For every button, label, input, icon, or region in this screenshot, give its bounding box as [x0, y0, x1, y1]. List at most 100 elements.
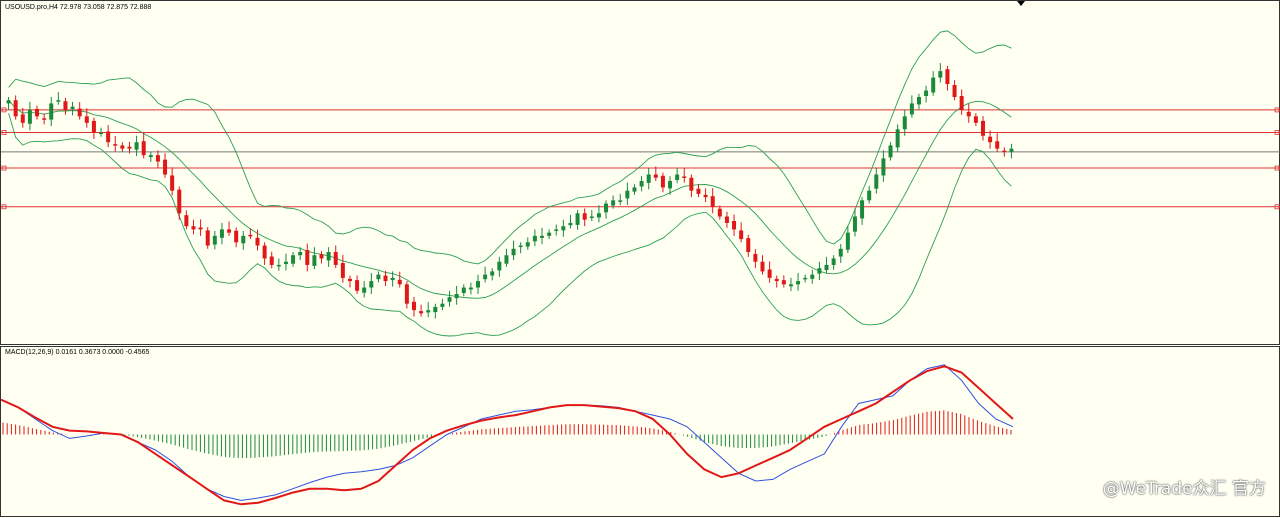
bull-candle [504, 255, 509, 264]
bear-candle [689, 177, 694, 191]
bull-candle [369, 281, 374, 288]
bear-candle [155, 155, 160, 162]
bear-candle [262, 245, 267, 259]
bull-candle [291, 255, 296, 264]
bull-candle [618, 200, 623, 202]
bull-candle [916, 96, 921, 105]
bull-candle [376, 274, 381, 280]
bull-candle [70, 106, 75, 109]
bear-candle [746, 238, 751, 253]
macd-main-line [1, 364, 1014, 501]
bear-candle [980, 120, 985, 136]
bear-candle [319, 254, 324, 259]
bull-candle [604, 203, 609, 213]
bull-candle [276, 264, 281, 267]
bull-candle [468, 287, 473, 290]
bull-candle [433, 306, 438, 313]
bear-candle [753, 253, 758, 262]
price-chart-header: USOUSD.pro,H4 72.978 73.058 72.875 72.88… [5, 4, 152, 11]
bull-candle [625, 190, 630, 199]
bull-candle [27, 109, 32, 124]
bear-candle [988, 136, 993, 143]
bear-candle [170, 175, 175, 191]
level-left-handle [1, 204, 7, 210]
bear-candle [333, 252, 338, 265]
bear-candle [767, 269, 772, 278]
bull-candle [561, 226, 566, 231]
macd-signal-line [1, 365, 1014, 506]
price-chart-canvas[interactable] [1, 1, 1280, 346]
level-right-handle [1274, 130, 1280, 135]
bull-candle [490, 271, 495, 276]
bear-candle [732, 221, 737, 230]
bull-candle [312, 255, 317, 266]
bear-candle [383, 275, 388, 282]
bear-candle [163, 159, 168, 175]
bull-candle [390, 277, 395, 281]
bull-candle [838, 248, 843, 257]
price-chart-pane[interactable]: USOUSD.pro,H4 72.978 73.058 72.875 72.88… [0, 0, 1280, 345]
bear-candle [973, 116, 978, 123]
bear-candle [255, 237, 260, 246]
macd-header: MACD(12,26,9) 0.0161 0.3673 0.0000 -0.45… [5, 349, 150, 356]
bear-candle [966, 111, 971, 117]
bull-candle [796, 281, 801, 285]
bear-candle [995, 141, 1000, 149]
bull-candle [525, 242, 530, 247]
bull-candle [49, 103, 54, 120]
bear-candle [682, 176, 687, 178]
bull-candle [447, 297, 452, 302]
bull-candle [938, 71, 943, 78]
bear-candle [184, 215, 189, 227]
bear-candle [248, 234, 253, 237]
bull-candle [810, 274, 815, 279]
bear-candle [739, 230, 744, 240]
bull-candle [675, 174, 680, 180]
bear-candle [141, 141, 146, 156]
bull-candle [639, 180, 644, 187]
bull-candle [483, 274, 488, 280]
bear-candle [91, 120, 96, 133]
bear-candle [113, 144, 118, 146]
bull-candle [298, 252, 303, 256]
bull-candle [511, 248, 516, 256]
bull-candle [575, 213, 580, 225]
bull-candle [860, 200, 865, 219]
bear-candle [696, 188, 701, 194]
chart-shift-marker-icon [1017, 1, 1025, 6]
bull-candle [440, 303, 445, 307]
bull-candle [646, 174, 651, 183]
bull-candle [497, 261, 502, 271]
bull-candle [924, 90, 929, 97]
bear-candle [198, 227, 203, 230]
bear-candle [653, 174, 658, 178]
bear-candle [120, 145, 125, 149]
bear-candle [84, 116, 89, 123]
level-left-handle [1, 107, 7, 113]
macd-chart-canvas[interactable] [1, 347, 1280, 518]
bear-candle [703, 194, 708, 198]
bull-candle [362, 287, 367, 293]
bear-candle [305, 250, 310, 265]
bear-candle [760, 261, 765, 272]
bear-candle [13, 100, 18, 117]
watermark: @WeTrade众汇 官方 [1102, 479, 1266, 499]
bear-candle [781, 280, 786, 285]
bull-candle [852, 216, 857, 232]
bear-candle [127, 146, 132, 149]
bull-candle [554, 229, 559, 231]
bull-candle [845, 232, 850, 250]
bear-candle [397, 279, 402, 285]
bull-candle [532, 235, 537, 242]
bull-candle [283, 261, 288, 264]
bull-candle [6, 100, 11, 104]
bull-candle [461, 287, 466, 294]
bull-candle [99, 132, 104, 135]
bear-candle [724, 216, 729, 223]
bull-candle [668, 180, 673, 189]
bull-candle [212, 235, 217, 245]
bull-candle [632, 187, 637, 192]
macd-indicator-pane[interactable]: MACD(12,26,9) 0.0161 0.3673 0.0000 -0.45… [0, 346, 1280, 517]
bear-candle [227, 229, 232, 233]
bull-candle [881, 158, 886, 176]
